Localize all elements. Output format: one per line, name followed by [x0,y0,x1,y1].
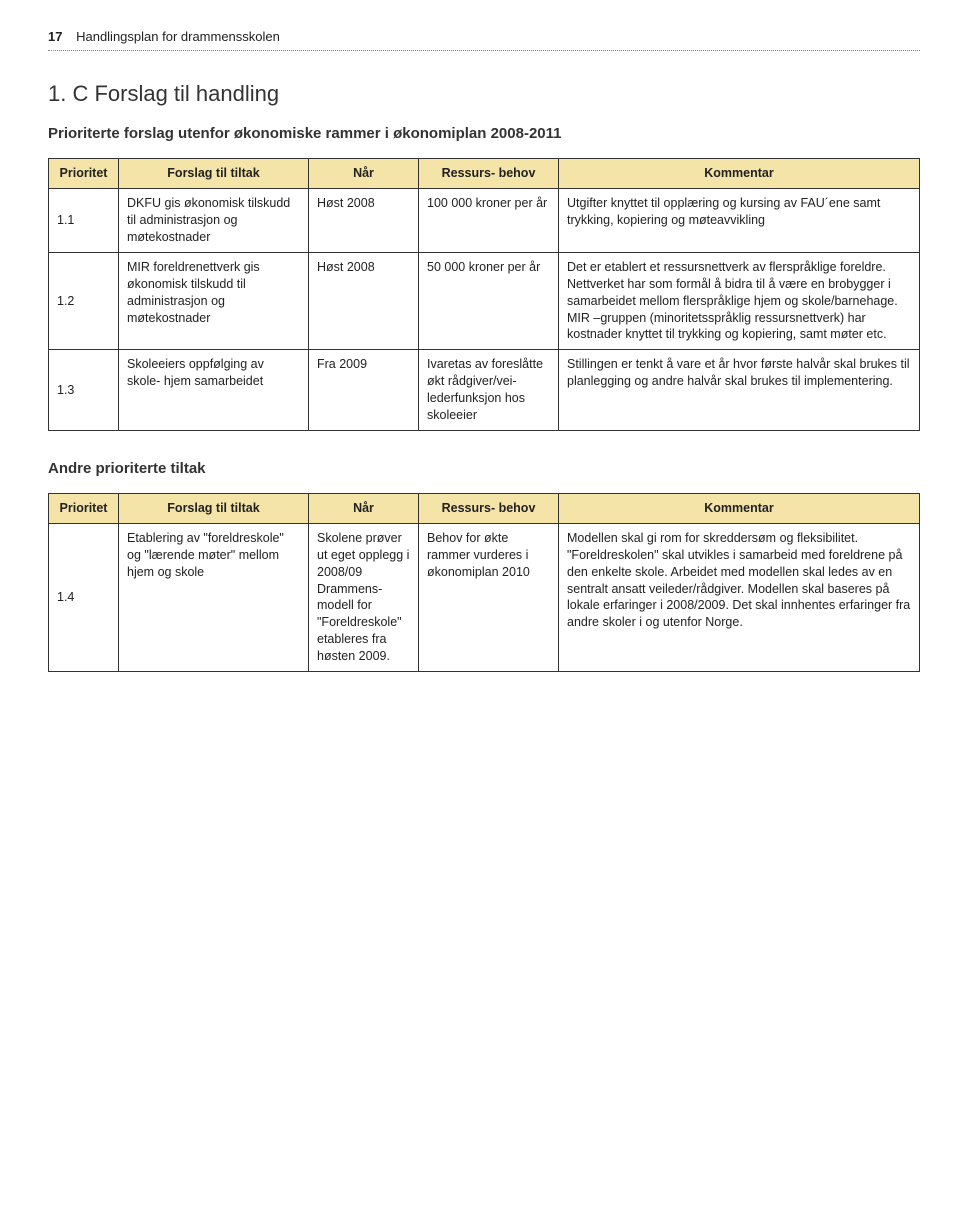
th-prioritet: Prioritet [49,159,119,189]
table-row: 1.1 DKFU gis økonomisk tilskudd til admi… [49,189,920,253]
priority-table-2: Prioritet Forslag til tiltak Når Ressurs… [48,493,920,672]
cell-kommentar: Modellen skal gi rom for skreddersøm og … [559,523,920,671]
cell-kommentar: Utgifter knyttet til opplæring og kursin… [559,189,920,253]
cell-ressurs: 50 000 kroner per år [419,252,559,349]
cell-ressurs: Ivaretas av foreslåtte økt rådgiver/vei-… [419,350,559,431]
table-row: 1.2 MIR foreldrenettverk gis økonomisk t… [49,252,920,349]
cell-ressurs: Behov for økte rammer vurderes i økonomi… [419,523,559,671]
th-kommentar: Kommentar [559,494,920,524]
cell-nar: Høst 2008 [309,252,419,349]
cell-nar: Fra 2009 [309,350,419,431]
cell-pri: 1.2 [49,252,119,349]
th-forslag: Forslag til tiltak [119,159,309,189]
cell-ressurs: 100 000 kroner per år [419,189,559,253]
th-ressurs: Ressurs- behov [419,159,559,189]
section-subtitle: Prioriterte forslag utenfor økonomiske r… [48,124,920,144]
th-nar: Når [309,159,419,189]
th-prioritet: Prioritet [49,494,119,524]
cell-pri: 1.1 [49,189,119,253]
th-forslag: Forslag til tiltak [119,494,309,524]
cell-forslag: DKFU gis økonomisk tilskudd til administ… [119,189,309,253]
cell-forslag: Etablering av "foreldreskole" og "lærend… [119,523,309,671]
cell-pri: 1.3 [49,350,119,431]
section-heading: 1. C Forslag til handling [48,79,920,109]
cell-forslag: Skoleeiers oppfølging av skole- hjem sam… [119,350,309,431]
cell-forslag: MIR foreldrenettverk gis økonomisk tilsk… [119,252,309,349]
cell-kommentar: Stillingen er tenkt å vare et år hvor fø… [559,350,920,431]
cell-nar: Høst 2008 [309,189,419,253]
running-title: Handlingsplan for drammensskolen [76,29,280,44]
th-ressurs: Ressurs- behov [419,494,559,524]
page-header: 17 Handlingsplan for drammensskolen [48,28,920,51]
other-heading: Andre prioriterte tiltak [48,459,920,479]
th-kommentar: Kommentar [559,159,920,189]
cell-pri: 1.4 [49,523,119,671]
table-header-row: Prioritet Forslag til tiltak Når Ressurs… [49,159,920,189]
table-row: 1.3 Skoleeiers oppfølging av skole- hjem… [49,350,920,431]
table-header-row: Prioritet Forslag til tiltak Når Ressurs… [49,494,920,524]
cell-nar: Skolene prøver ut eget opplegg i 2008/09… [309,523,419,671]
page-number: 17 [48,29,62,44]
table-row: 1.4 Etablering av "foreldreskole" og "læ… [49,523,920,671]
cell-kommentar: Det er etablert et ressursnettverk av fl… [559,252,920,349]
th-nar: Når [309,494,419,524]
priority-table-1: Prioritet Forslag til tiltak Når Ressurs… [48,158,920,430]
